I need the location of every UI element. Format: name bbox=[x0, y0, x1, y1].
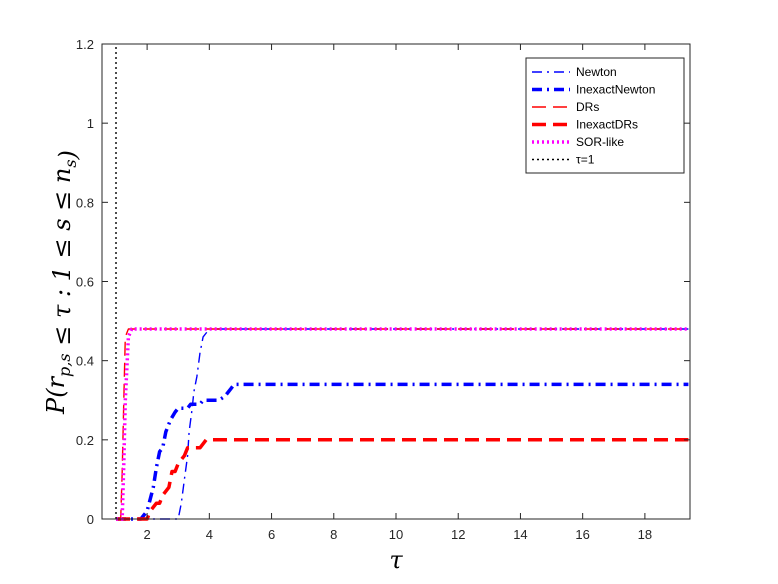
x-tick-label: 8 bbox=[330, 527, 337, 542]
legend-label: SOR-like bbox=[576, 135, 624, 149]
y-axis-label: P(rp,s ≤ τ : 1 ≤ s ≤ ns) bbox=[42, 150, 82, 415]
legend-label: τ=1 bbox=[576, 153, 595, 167]
legend-label: DRs bbox=[576, 100, 599, 114]
y-tick-label: 0.4 bbox=[76, 354, 94, 369]
y-tick-label: 0.6 bbox=[76, 275, 94, 290]
y-tick-label: 1 bbox=[87, 116, 94, 131]
legend-label: Newton bbox=[576, 65, 617, 79]
x-tick-label: 14 bbox=[513, 527, 527, 542]
y-tick-label: 0.8 bbox=[76, 195, 94, 210]
series-line-0 bbox=[116, 328, 689, 520]
legend-label: InexactNewton bbox=[576, 83, 655, 97]
tick-labels: 2 4 6 8 10 12 14 16 18 0 0.2 0.4 0.6 0.8 1 1.2 bbox=[76, 37, 652, 542]
x-tick-label: 10 bbox=[389, 527, 403, 542]
x-tick-label: 16 bbox=[575, 527, 589, 542]
series-line-1 bbox=[116, 382, 689, 521]
y-tick-label: 0.2 bbox=[76, 433, 94, 448]
y-axis-label-text: P(rp,s ≤ τ : 1 ≤ s ≤ ns) bbox=[42, 150, 82, 415]
x-tick-label: 6 bbox=[268, 527, 275, 542]
x-tick-label: 12 bbox=[451, 527, 465, 542]
x-tick-label: 4 bbox=[206, 527, 213, 542]
y-tick-label: 1.2 bbox=[76, 37, 94, 52]
legend-box bbox=[525, 57, 685, 174]
y-axis-label-math: P(rp,s ≤ τ : 1 ≤ s ≤ ns) bbox=[42, 150, 82, 415]
legend: Newton InexactNewton DRs InexactDRs SOR-like… bbox=[525, 57, 685, 174]
x-tick-label: 18 bbox=[638, 527, 652, 542]
series-line-3 bbox=[116, 438, 689, 521]
x-tick-label: 2 bbox=[143, 527, 150, 542]
x-axis-label: τ bbox=[389, 546, 403, 574]
axes bbox=[101, 43, 691, 520]
y-tick-label: 0 bbox=[87, 512, 94, 527]
legend-label: InexactDRs bbox=[576, 118, 638, 132]
